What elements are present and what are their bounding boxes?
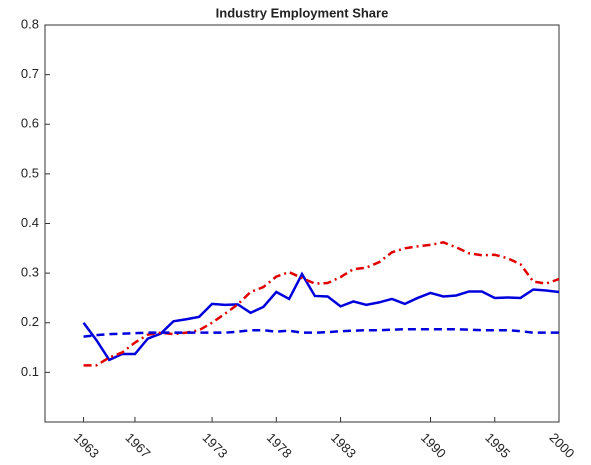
series-line — [83, 327, 559, 338]
x-tick-label: 2000 — [546, 430, 577, 461]
x-tick-label: 1978 — [264, 430, 295, 461]
y-tick-label: 0.5 — [21, 165, 39, 180]
x-tick-label: 1990 — [418, 430, 449, 461]
y-tick-label: 0.3 — [21, 265, 39, 280]
plot-frame — [44, 24, 560, 423]
y-tick-label: 0.4 — [21, 215, 39, 230]
y-tick-label: 0.6 — [21, 116, 39, 131]
chart-title: Industry Employment Share — [216, 5, 389, 20]
x-tick-label: 1973 — [199, 430, 230, 461]
y-tick-label: 0.8 — [21, 16, 39, 31]
x-tick-label: 1963 — [71, 430, 102, 461]
y-tick-label: 0.2 — [21, 314, 39, 329]
series-line — [82, 271, 560, 362]
y-tick-label: 0.7 — [21, 66, 39, 81]
series-line — [83, 241, 560, 367]
x-tick-label: 1983 — [328, 430, 359, 461]
x-tick-label: 1967 — [122, 430, 153, 461]
y-tick-label: 0.1 — [21, 364, 39, 379]
x-tick-label: 1995 — [482, 430, 513, 461]
